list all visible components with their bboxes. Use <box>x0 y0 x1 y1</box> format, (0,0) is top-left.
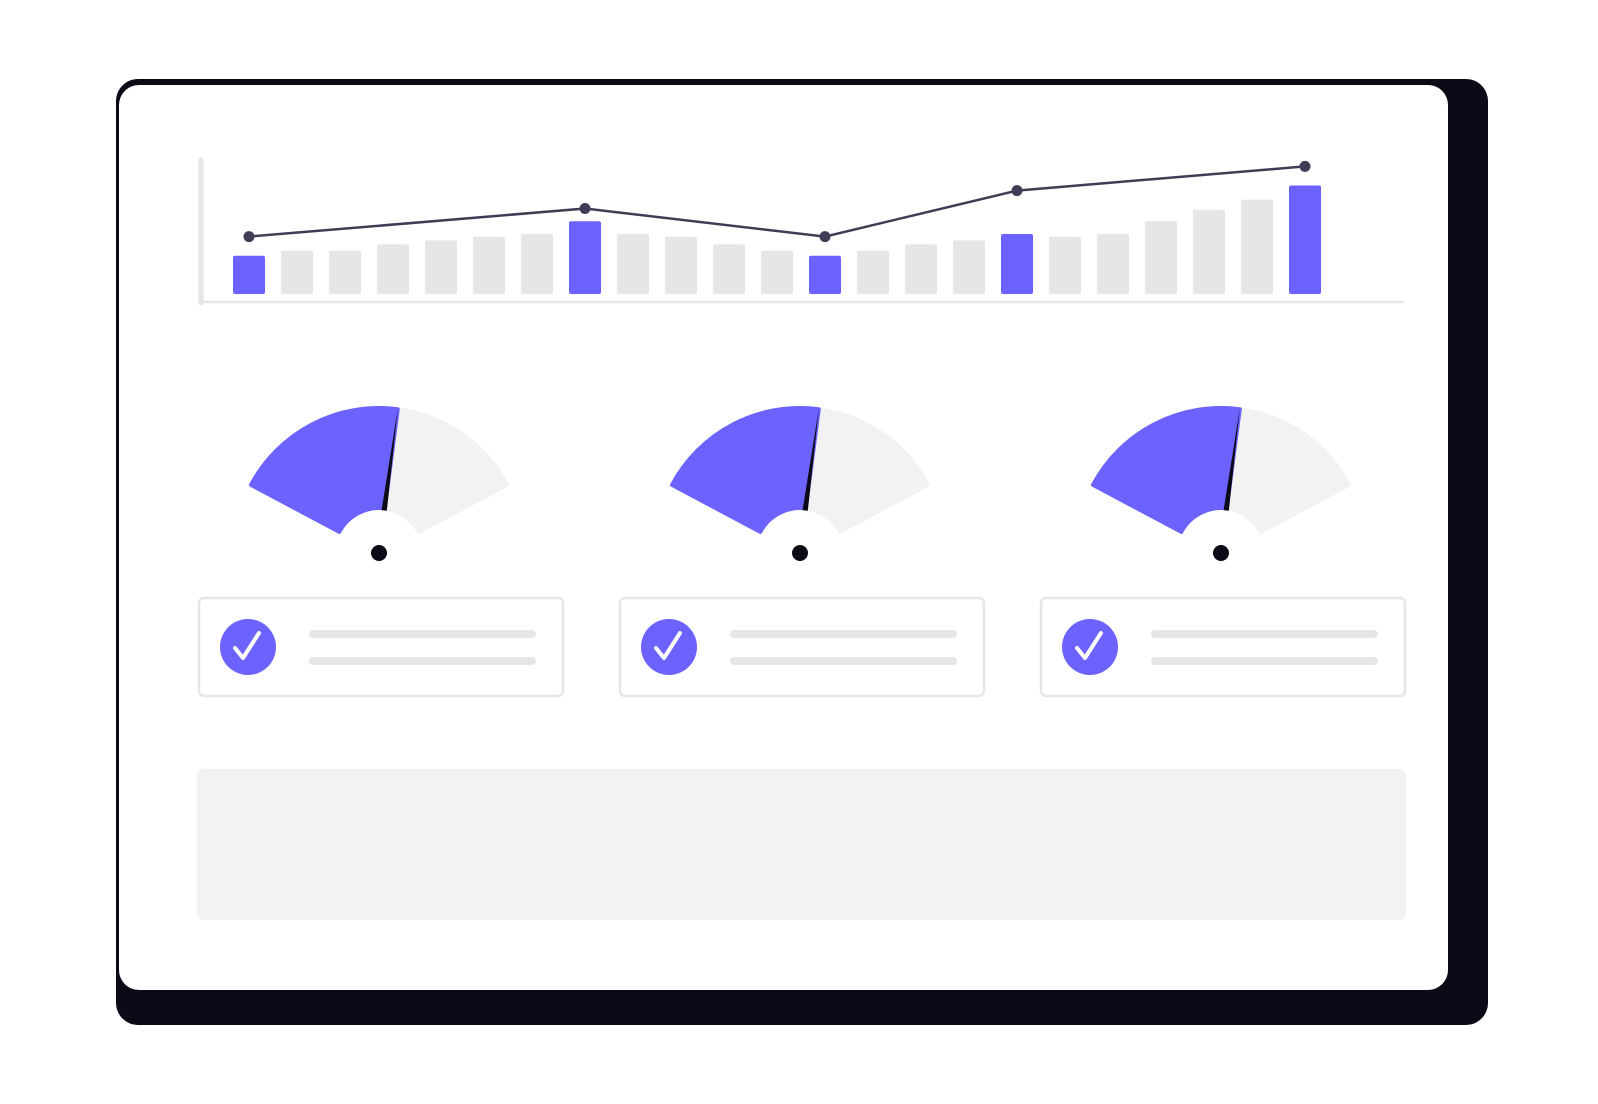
bar <box>1193 209 1225 294</box>
bar <box>377 244 409 294</box>
bar <box>905 244 937 294</box>
gauge-track <box>803 407 930 534</box>
bar <box>761 250 793 294</box>
bar <box>425 240 457 294</box>
trend-point <box>1299 160 1311 172</box>
status-card <box>197 596 565 698</box>
trend-point <box>1011 185 1023 197</box>
status-cards <box>197 596 1407 698</box>
gauge-track <box>382 407 509 534</box>
bar <box>953 240 985 294</box>
gauge-pivot <box>371 545 387 561</box>
gauge-fill <box>670 405 821 534</box>
gauge-pivot <box>792 545 808 561</box>
check-circle-icon <box>220 619 276 675</box>
panel <box>119 85 1448 990</box>
gauge <box>670 405 930 561</box>
check-circle-icon <box>1062 619 1118 675</box>
bar-chart <box>198 157 1404 306</box>
bar <box>329 250 361 294</box>
status-card <box>1039 596 1407 698</box>
bar <box>473 236 505 294</box>
trend-line <box>243 160 1311 243</box>
placeholder-block <box>197 769 1406 920</box>
bar-highlighted <box>1001 234 1033 294</box>
bar <box>1241 199 1273 294</box>
bar <box>617 234 649 294</box>
gauge-needle <box>1223 408 1240 511</box>
check-circle-icon <box>641 619 697 675</box>
bar <box>857 250 889 294</box>
gauge-fill <box>249 405 400 534</box>
bar <box>665 236 697 294</box>
gauges <box>249 405 1351 561</box>
trend-point <box>819 231 831 243</box>
card-frame <box>197 596 565 698</box>
card-frame <box>1039 596 1407 698</box>
gauge-pivot <box>1213 545 1229 561</box>
bar <box>1097 234 1129 294</box>
gauge <box>1091 405 1351 561</box>
card-frame <box>618 596 986 698</box>
bar-highlighted <box>809 255 841 294</box>
bar <box>521 234 553 294</box>
trend-point <box>243 231 255 243</box>
bar-highlighted <box>1289 185 1321 294</box>
bar-highlighted <box>569 221 601 294</box>
bar <box>713 244 745 294</box>
bar-highlighted <box>233 255 265 294</box>
gauge-needle <box>381 408 398 511</box>
status-card <box>618 596 986 698</box>
gauge-track <box>1224 407 1351 534</box>
trend-point <box>579 203 591 214</box>
gauge-fill <box>1091 405 1242 534</box>
gauge <box>249 405 509 561</box>
bar <box>1145 221 1177 294</box>
bars <box>233 185 1321 294</box>
bar <box>281 250 313 294</box>
gauge-needle <box>802 408 819 511</box>
bar <box>1049 236 1081 294</box>
